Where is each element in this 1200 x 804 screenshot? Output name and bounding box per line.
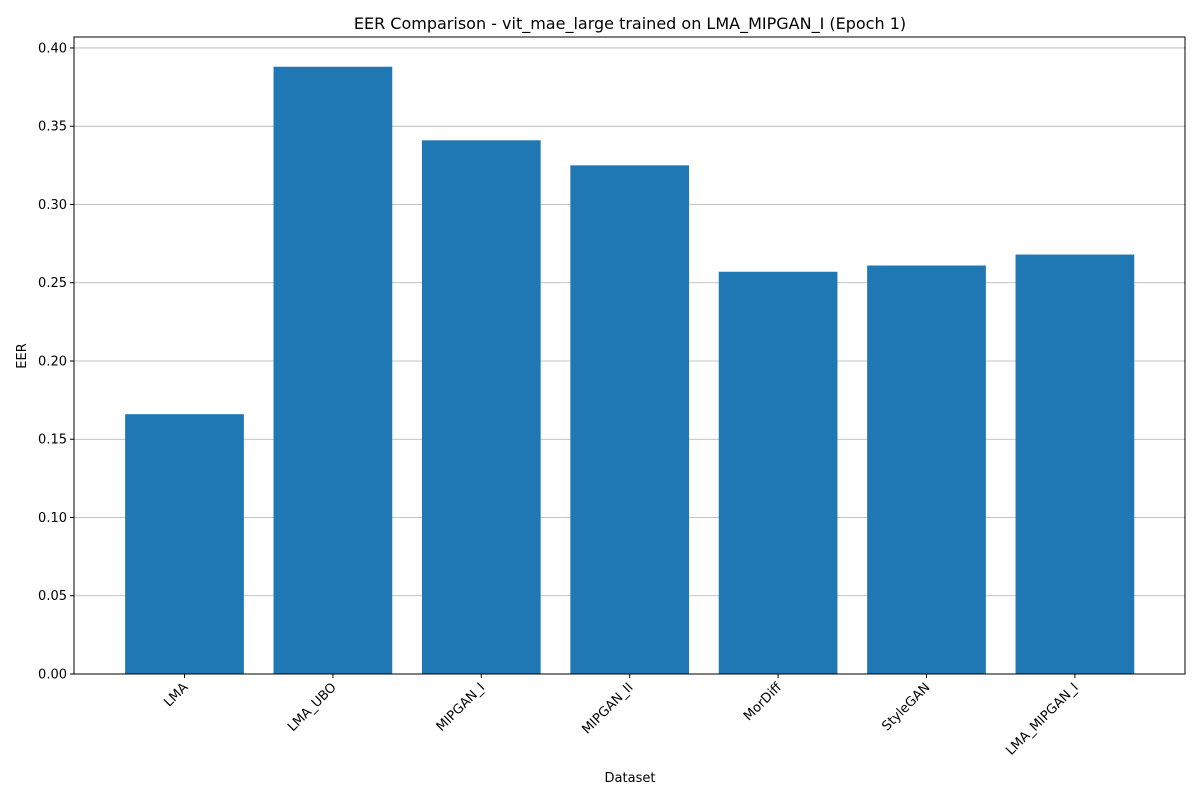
bar-mordiff (718, 271, 838, 674)
y-tick-label: 0.05 (38, 589, 67, 604)
y-tick-label: 0.10 (38, 511, 67, 526)
bar-lma-mipgan-i (1015, 254, 1135, 675)
y-tick-label: 0.30 (38, 198, 67, 213)
y-tick-label: 0.35 (38, 120, 67, 135)
y-tick-label: 0.15 (38, 433, 67, 448)
y-axis-label: EER (15, 343, 30, 368)
y-tick-label: 0.00 (38, 668, 67, 683)
bars-layer (125, 66, 1135, 675)
y-tick-label: 0.25 (38, 276, 67, 291)
y-tick-label: 0.40 (38, 41, 67, 56)
bar-stylegan (867, 265, 986, 674)
bar-mipgan-ii (570, 165, 690, 675)
chart-title: EER Comparison - vit_mae_large trained o… (354, 14, 906, 34)
y-axis: 0.00 0.05 0.10 0.15 0.20 0.25 0.30 0.35 0.40 (38, 41, 74, 683)
bar-lma (125, 414, 244, 674)
bar-mipgan-i (421, 140, 541, 674)
y-tick-label: 0.20 (38, 354, 67, 369)
bar-lma-ubo (273, 66, 393, 674)
x-axis-label: Dataset (605, 771, 656, 786)
